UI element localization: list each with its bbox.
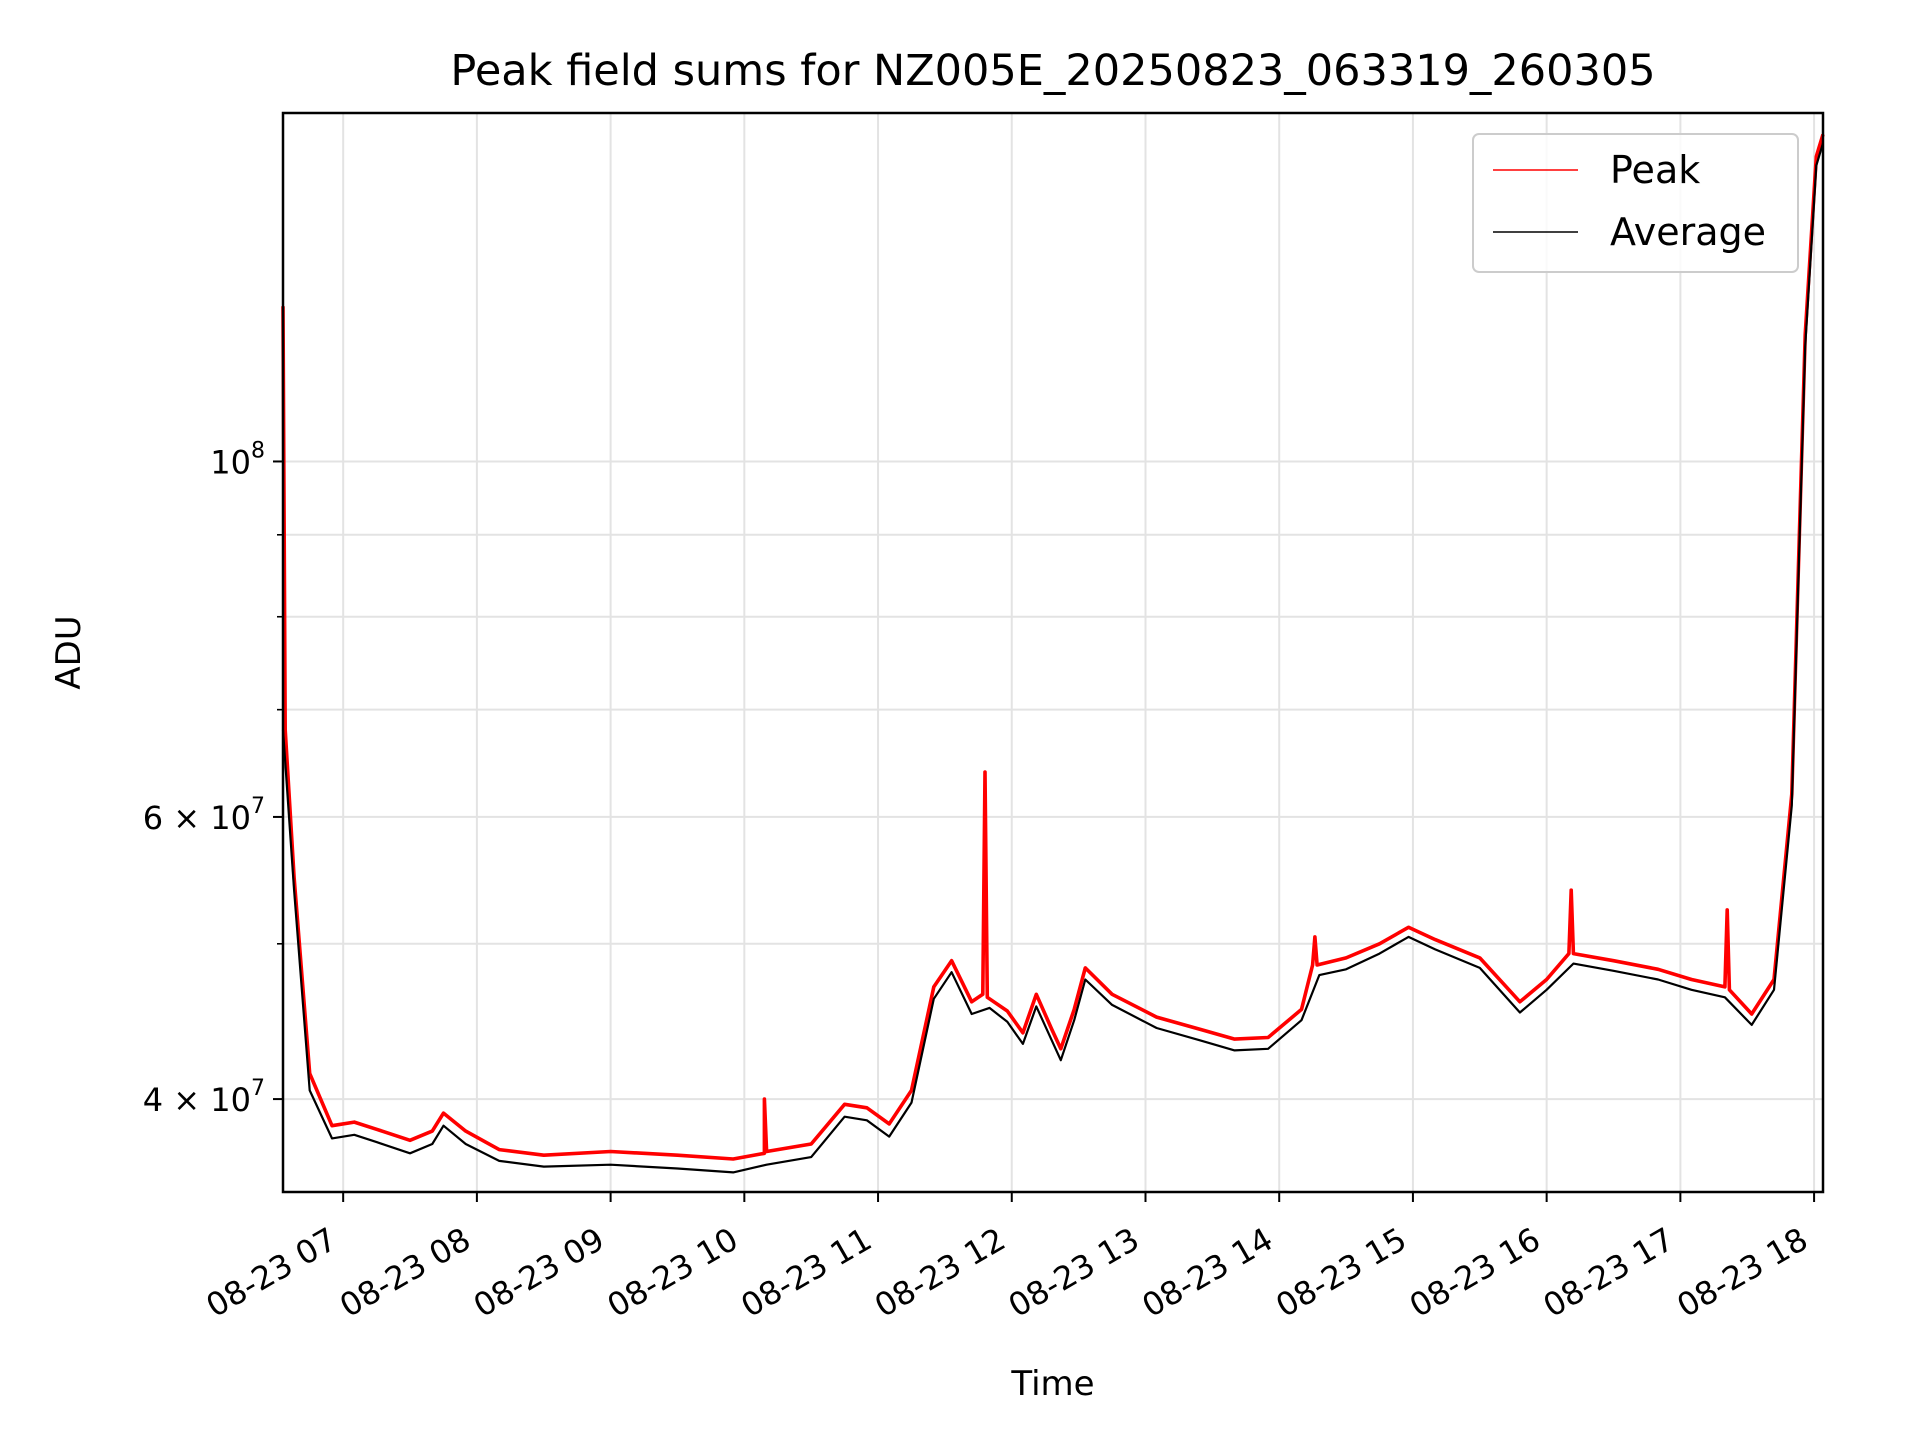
legend-label-average: Average <box>1610 210 1766 254</box>
x-tick-label: 08-23 15 <box>1269 1220 1413 1325</box>
legend: Peak Average <box>1472 133 1799 273</box>
x-tick-label: 08-23 12 <box>868 1220 1012 1325</box>
y-tick-times: × <box>163 1081 210 1119</box>
x-axis-label: Time <box>1010 1364 1094 1404</box>
grid <box>283 113 1823 1192</box>
legend-box <box>1472 133 1799 273</box>
chart-title: Peak field sums for NZ005E_20250823_0633… <box>450 46 1655 96</box>
series-line-peak <box>281 133 1825 1161</box>
x-tick-label: 08-23 09 <box>467 1220 611 1325</box>
y-axis-label: ADU <box>49 615 89 689</box>
y-tick-times: × <box>163 799 210 837</box>
y-tick-mantissa: 6 <box>143 799 163 837</box>
x-tick-label: 08-23 16 <box>1403 1220 1547 1325</box>
legend-label-peak: Peak <box>1610 148 1700 192</box>
x-tick-label: 08-23 11 <box>734 1220 878 1325</box>
x-tick-label: 08-23 18 <box>1670 1220 1814 1325</box>
x-tick-label: 08-23 14 <box>1136 1220 1280 1325</box>
y-tick-label: 6 × 107 <box>143 794 265 837</box>
y-tick-label: 4 × 107 <box>143 1076 265 1119</box>
x-tick-label: 08-23 07 <box>200 1220 344 1325</box>
series-line-average <box>281 142 1825 1174</box>
y-tick-base: 10 <box>210 1081 251 1119</box>
plot-frame <box>281 111 1825 1194</box>
y-tick-exponent: 7 <box>251 1076 265 1101</box>
x-tick-label: 08-23 17 <box>1537 1220 1681 1325</box>
x-tick-label: 08-23 13 <box>1002 1220 1146 1325</box>
x-tick-label: 08-23 10 <box>601 1220 745 1325</box>
y-tick-exponent: 8 <box>251 438 265 463</box>
y-tick-label: 108 <box>210 438 265 481</box>
y-tick-exponent: 7 <box>251 794 265 819</box>
x-tick-label: 08-23 08 <box>333 1220 477 1325</box>
series-layer <box>281 133 1825 1174</box>
y-tick-mantissa: 4 <box>143 1081 163 1119</box>
y-tick-base: 10 <box>210 799 251 837</box>
y-tick-base: 10 <box>210 443 251 481</box>
